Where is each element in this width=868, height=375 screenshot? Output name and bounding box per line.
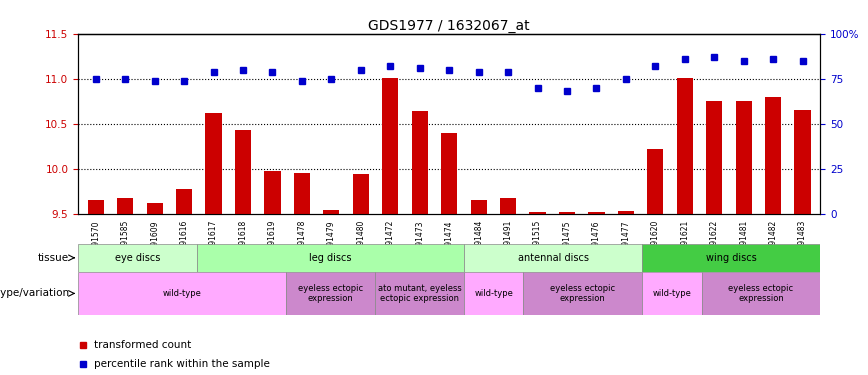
Text: wing discs: wing discs <box>706 253 757 263</box>
Bar <box>648 149 663 214</box>
Bar <box>286 272 375 315</box>
Bar <box>701 272 820 315</box>
Bar <box>375 272 464 315</box>
Text: wild-type: wild-type <box>474 289 513 298</box>
Text: genotype/variation: genotype/variation <box>0 288 69 298</box>
Text: antennal discs: antennal discs <box>517 253 589 263</box>
Bar <box>523 272 642 315</box>
Text: transformed count: transformed count <box>94 340 191 350</box>
Bar <box>441 133 457 214</box>
Bar <box>265 171 280 214</box>
Bar <box>618 211 634 214</box>
Bar <box>642 272 701 315</box>
Bar <box>147 203 163 214</box>
Bar <box>464 244 642 272</box>
Text: eyeless ectopic
expression: eyeless ectopic expression <box>298 284 363 303</box>
Bar <box>500 198 516 214</box>
Bar <box>294 173 310 214</box>
Bar <box>589 212 604 214</box>
Bar <box>176 189 192 214</box>
Bar <box>794 110 811 214</box>
Bar <box>78 272 286 315</box>
Bar <box>352 174 369 214</box>
Bar <box>642 244 820 272</box>
Text: eyeless ectopic
expression: eyeless ectopic expression <box>728 284 793 303</box>
Bar <box>529 212 546 214</box>
Bar <box>206 113 221 214</box>
Bar <box>411 111 428 214</box>
Text: ato mutant, eyeless
ectopic expression: ato mutant, eyeless ectopic expression <box>378 284 462 303</box>
Text: tissue: tissue <box>38 253 69 263</box>
Bar <box>382 78 398 214</box>
Text: eyeless ectopic
expression: eyeless ectopic expression <box>550 284 615 303</box>
Bar <box>559 212 575 214</box>
Text: wild-type: wild-type <box>162 289 201 298</box>
Bar <box>323 210 339 214</box>
Bar <box>117 198 134 214</box>
Bar <box>470 200 487 214</box>
Text: wild-type: wild-type <box>653 289 691 298</box>
Bar <box>707 101 722 214</box>
Text: percentile rank within the sample: percentile rank within the sample <box>94 359 270 369</box>
Bar <box>677 78 693 214</box>
Text: leg discs: leg discs <box>309 253 352 263</box>
Title: GDS1977 / 1632067_at: GDS1977 / 1632067_at <box>368 19 530 33</box>
Bar <box>735 101 752 214</box>
Bar <box>88 200 104 214</box>
Bar <box>765 97 781 214</box>
Bar <box>78 244 197 272</box>
Bar <box>464 272 523 315</box>
Text: eye discs: eye discs <box>115 253 161 263</box>
Bar <box>235 130 251 214</box>
Bar <box>197 244 464 272</box>
